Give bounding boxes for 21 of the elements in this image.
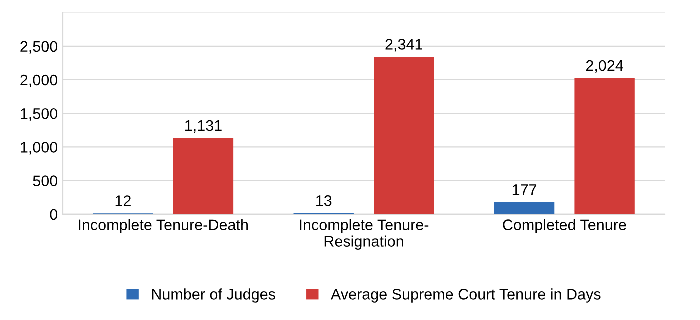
data-label: 2,024 <box>586 60 624 74</box>
x-tick-label: Incomplete Tenure- Resignation <box>300 219 429 250</box>
data-label: 2,341 <box>386 39 423 52</box>
legend-label: Number of Judges <box>152 288 276 303</box>
y-tick-label: 0 <box>50 209 58 220</box>
bar <box>173 138 234 214</box>
bar <box>494 202 555 214</box>
legend-label: Average Supreme Court Tenure in Days <box>331 288 601 303</box>
y-tick-label: 1,500 <box>21 108 58 122</box>
data-label: 13 <box>316 196 332 206</box>
x-tick-label: Completed Tenure <box>503 219 626 234</box>
data-label: 1,131 <box>186 120 222 134</box>
bar <box>574 78 635 214</box>
data-label: 12 <box>116 196 131 206</box>
y-tick-label: 2,000 <box>20 74 58 88</box>
y-tick-label: 500 <box>33 176 58 186</box>
y-tick-label: 2,500 <box>20 41 58 54</box>
y-tick-label: 1,000 <box>21 142 58 155</box>
bar <box>374 57 434 214</box>
data-label: 177 <box>512 184 537 196</box>
x-tick-label: Incomplete Tenure-Death <box>79 219 248 234</box>
